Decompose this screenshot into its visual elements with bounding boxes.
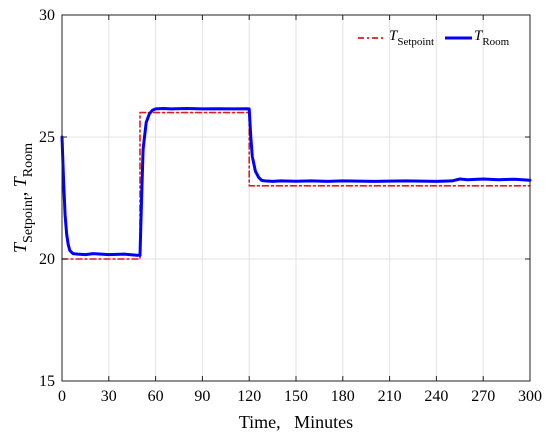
x-tick-label: 30: [101, 388, 117, 405]
x-tick-label: 60: [148, 388, 164, 405]
series-line-setpoint: [61, 111, 531, 260]
y-tick-label: 25: [39, 129, 55, 146]
y-tick-label: 15: [39, 373, 55, 390]
x-tick-label: 0: [58, 388, 66, 405]
y-axis-label-main: T: [10, 241, 30, 253]
legend-setpoint-sub: Setpoint: [397, 36, 434, 48]
x-tick-label: 210: [378, 388, 402, 405]
x-tick-label: 270: [471, 388, 495, 405]
series-line-room: [60, 107, 532, 257]
y-axis-label-sep: ,: [10, 187, 30, 196]
legend-setpoint-main: T: [389, 28, 399, 44]
legend-label-room: TRoom: [474, 28, 510, 48]
x-tick-label: 150: [284, 388, 308, 405]
y-axis-label: TSetpoint, TRoom: [10, 143, 36, 253]
y-axis-label-main-2: T: [10, 175, 30, 187]
legend-room-main: T: [474, 28, 484, 44]
x-tick-label: 120: [237, 388, 261, 405]
series-layer: [60, 107, 532, 260]
x-tick-label: 240: [424, 388, 448, 405]
y-tick-label: 30: [39, 7, 55, 24]
y-axis-label-sub1: Setpoint: [21, 196, 36, 243]
x-tick-label: 300: [518, 388, 542, 405]
x-tick-label: 180: [331, 388, 355, 405]
legend-room-sub: Room: [482, 36, 509, 48]
x-tick-label: 90: [194, 388, 210, 405]
legend-label-setpoint: TSetpoint: [389, 28, 434, 48]
x-axis-label: Time, Minutes: [239, 412, 353, 432]
y-tick-label: 20: [39, 251, 55, 268]
legend: TSetpoint TRoom: [358, 28, 510, 48]
y-axis-label-sub2: Room: [21, 143, 36, 177]
ticks: 0 30 60 90 120 150 180 210 240 270 300 15 20 25 30: [39, 7, 542, 405]
